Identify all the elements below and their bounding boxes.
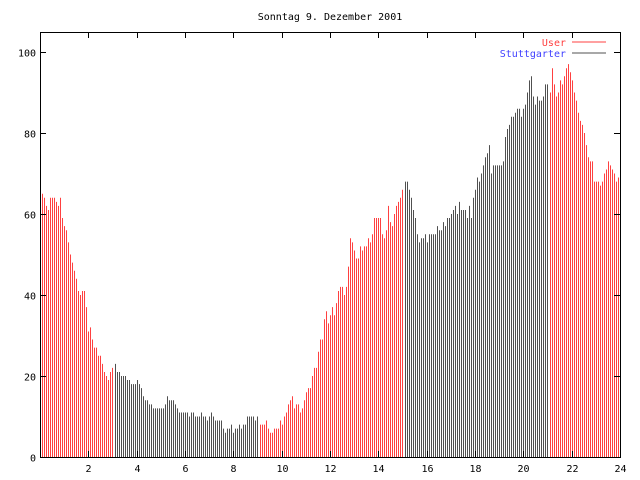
legend-label-stuttgarter: Stuttgarter — [500, 49, 566, 60]
x-tick-label: 14 — [372, 464, 384, 475]
x-tick-label: 10 — [276, 464, 288, 475]
x-tick-label: 20 — [517, 464, 529, 475]
x-tick-label: 16 — [421, 464, 433, 475]
x-tick-label: 24 — [614, 464, 626, 475]
chart-title: Sonntag 9. Dezember 2001 — [258, 12, 403, 23]
x-tick-label: 4 — [134, 464, 140, 475]
x-tick-label: 22 — [566, 464, 578, 475]
x-tick-label: 6 — [182, 464, 188, 475]
y-tick-label: 20 — [24, 373, 36, 384]
legend-label-user: User — [542, 38, 566, 49]
y-tick-label: 40 — [24, 292, 36, 303]
x-tick-label: 12 — [324, 464, 336, 475]
y-tick-label: 60 — [24, 211, 36, 222]
y-tick-label: 80 — [24, 130, 36, 141]
x-tick-label: 2 — [85, 464, 91, 475]
x-tick-label: 18 — [469, 464, 481, 475]
legend: User Stuttgarter — [500, 38, 606, 60]
y-tick-label: 100 — [18, 49, 36, 60]
y-tick-label: 0 — [30, 454, 36, 465]
bars — [40, 64, 619, 457]
x-tick-label: 8 — [230, 464, 236, 475]
